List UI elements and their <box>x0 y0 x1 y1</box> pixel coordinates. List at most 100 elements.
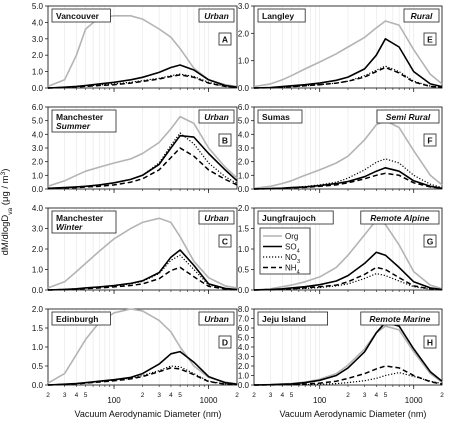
panel-letter: D <box>222 338 228 348</box>
y-tick-label: 2.0 <box>238 204 250 213</box>
legend-label-so4: SO4 <box>285 243 300 255</box>
category-label: Urban <box>204 314 229 324</box>
x-minor-label: 5 <box>384 392 388 399</box>
site-label-box <box>257 311 328 326</box>
y-tick-label: 3.0 <box>32 144 44 153</box>
x-minor-label: 2 <box>346 392 350 399</box>
x-minor-label: 4 <box>280 392 284 399</box>
series-org <box>47 308 238 385</box>
series-no3 <box>253 372 443 386</box>
y-tick-label: 4.0 <box>32 18 44 27</box>
category-label-box <box>198 109 235 124</box>
y-tick-label: 1.0 <box>32 266 44 275</box>
y-tick-label: 0.0 <box>32 84 44 93</box>
season-label: Winter <box>56 222 83 232</box>
panel-letter-box <box>423 32 437 46</box>
site-label-box <box>257 210 334 225</box>
y-tick-label: 1.5 <box>32 324 44 333</box>
x-minor-label: 3 <box>269 392 273 399</box>
series-so4 <box>47 134 238 190</box>
panel-letter-box <box>423 335 437 349</box>
panel-letter: C <box>222 237 228 247</box>
panel-letter: G <box>427 237 434 247</box>
category-label: Urban <box>204 11 229 21</box>
y-tick-label: 1.0 <box>32 343 44 352</box>
y-tick-label: 1.0 <box>238 171 250 180</box>
panel-letter-box <box>218 32 232 46</box>
series-org <box>253 119 443 190</box>
y-tick-label: 4.0 <box>238 130 250 139</box>
x-minor-label: 3 <box>63 392 67 399</box>
series-nh4 <box>253 66 443 89</box>
y-tick-label: 0.0 <box>32 185 44 194</box>
series-so4 <box>253 251 443 291</box>
y-tick-label: 4.0 <box>32 130 44 139</box>
y-tick-label: 0.0 <box>32 286 44 295</box>
site-label-box <box>257 109 303 124</box>
x-minor-label: 2 <box>141 392 145 399</box>
site-label: Vancouver <box>56 11 100 21</box>
category-label-box <box>403 8 440 23</box>
y-tick-label: 3.0 <box>32 225 44 234</box>
series-so4 <box>253 321 443 386</box>
y-tick-label: 1.0 <box>238 245 250 254</box>
y-tick-label: 2.0 <box>32 51 44 60</box>
panel-letter-box <box>423 133 437 147</box>
panel-E: 0.0 1.0 2.0 3.0 Langley Rural E <box>238 2 443 93</box>
site-label-box <box>51 210 117 234</box>
y-tick-label: 3.0 <box>238 2 250 11</box>
series-nh4 <box>253 266 443 291</box>
y-tick-label: 0.0 <box>32 381 44 390</box>
panel-letter: F <box>427 136 432 146</box>
y-tick-label: 5.0 <box>32 2 44 11</box>
site-label: Jeju Island <box>262 314 306 324</box>
x-minor-label: 4 <box>75 392 79 399</box>
y-tick-label: 0.0 <box>238 381 250 390</box>
x-minor-label: 2 <box>235 392 239 399</box>
y-tick-label: 5.0 <box>238 117 250 126</box>
y-tick-label: 2.0 <box>238 362 250 371</box>
series-nh4 <box>47 266 238 291</box>
season-label: Summer <box>56 121 91 131</box>
site-label: Langley <box>262 11 294 21</box>
y-tick-label: 3.0 <box>32 35 44 44</box>
series-no3 <box>47 132 238 189</box>
panel-G: 0.0 0.5 1.0 1.5 2.0 Jungfraujoch Remote Alpine… <box>238 204 443 295</box>
site-label: Sumas <box>262 112 290 122</box>
site-label: Manchester <box>56 213 104 223</box>
category-label-box <box>198 311 235 326</box>
x-major-label: 1000 <box>405 396 423 405</box>
panel-letter: E <box>427 35 433 45</box>
x-minor-label: 3 <box>363 392 367 399</box>
x-major-label: 1000 <box>200 396 218 405</box>
x-minor-label: 5 <box>84 392 88 399</box>
x-minor-label: 4 <box>169 392 173 399</box>
y-tick-label: 0.0 <box>238 286 250 295</box>
category-label: Urban <box>204 112 229 122</box>
x-minor-label: 2 <box>46 392 50 399</box>
series-org <box>253 219 443 291</box>
y-tick-label: 2.0 <box>238 158 250 167</box>
series-org <box>47 217 238 289</box>
site-label-box <box>51 109 117 133</box>
x-major-label: 100 <box>107 396 121 405</box>
y-tick-label: 2.0 <box>32 245 44 254</box>
y-tick-label: 1.5 <box>238 225 250 234</box>
panel-letter-box <box>218 335 232 349</box>
category-label: Remote Marine <box>369 314 430 324</box>
series-so4 <box>253 37 443 89</box>
y-tick-label: 4.0 <box>238 343 250 352</box>
y-tick-label: 3.0 <box>238 144 250 153</box>
x-minor-label: 2 <box>440 392 444 399</box>
y-tick-label: 4.0 <box>32 204 44 213</box>
site-label: Edinburgh <box>56 314 99 324</box>
y-tick-label: 5.0 <box>238 334 250 343</box>
category-label-box <box>198 210 235 225</box>
y-tick-label: 1.0 <box>238 372 250 381</box>
y-tick-label: 6.0 <box>238 324 250 333</box>
site-label-box <box>257 8 306 23</box>
